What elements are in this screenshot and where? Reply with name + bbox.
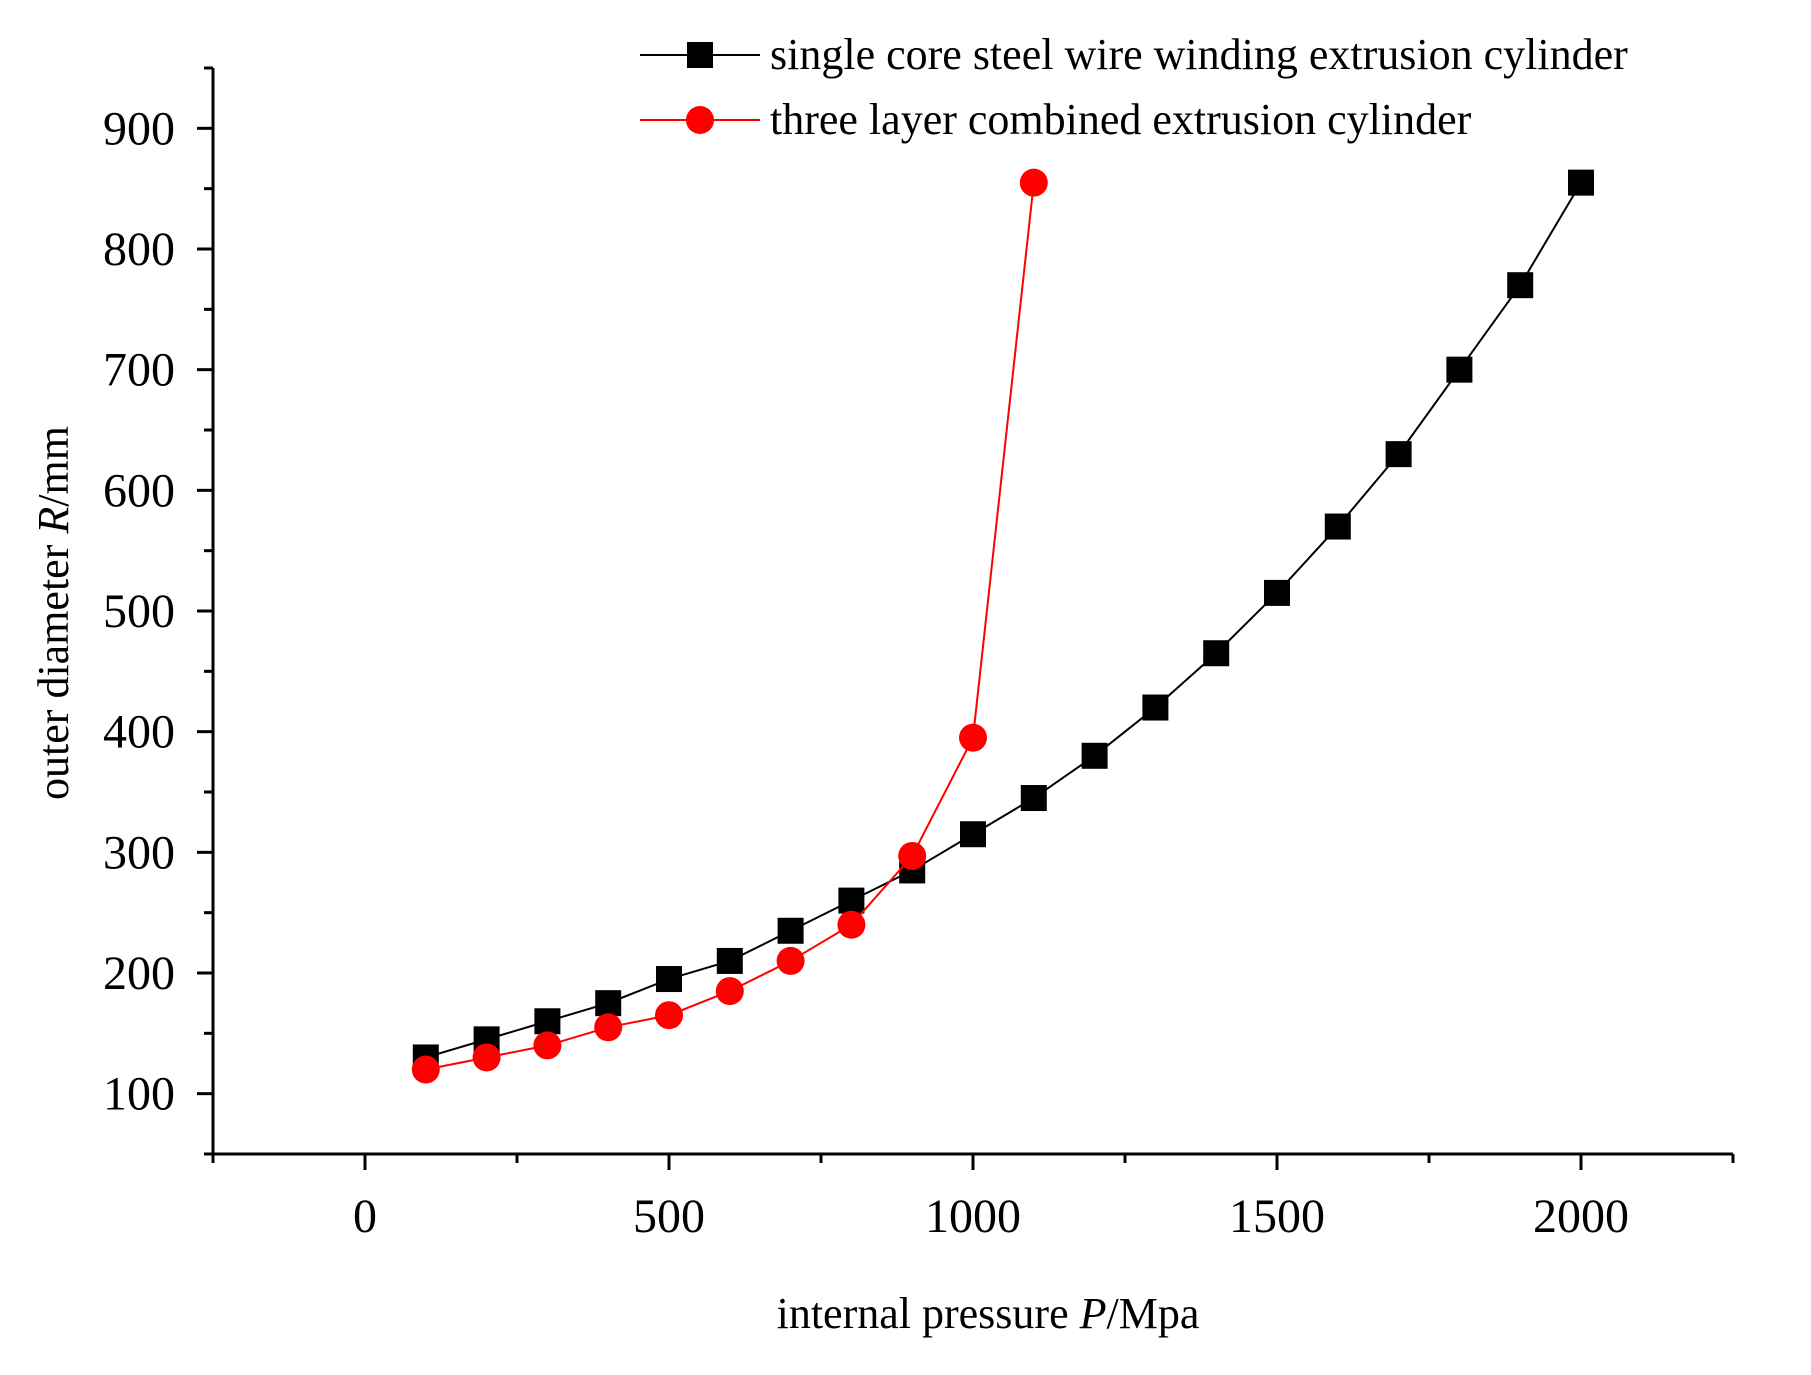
data-point-square [1507,272,1534,299]
y-tick-label: 900 [103,102,175,155]
series-1 [412,169,1594,1071]
y-tick-label: 200 [103,947,175,1000]
data-point-circle [411,1055,440,1084]
data-point-square [1568,169,1594,196]
data-point-square [960,821,986,848]
data-point-square [838,887,865,914]
data-point-square [534,1008,561,1035]
x-axis-title: internal pressure P/Mpa [777,1289,1200,1338]
y-tick-label: 600 [103,464,175,517]
series-layer [411,168,1594,1084]
data-point-circle [594,1013,623,1042]
data-point-square [656,966,682,993]
data-point-circle [533,1031,562,1060]
y-tick-label: 300 [103,826,175,879]
data-point-square [1385,441,1412,468]
data-point-square [1020,785,1047,812]
y-tick-label: 800 [103,223,175,276]
data-point-circle [837,910,866,939]
x-tick-label: 1000 [925,1190,1021,1243]
y-tick-label: 400 [103,706,175,759]
legend-item: three layer combined extrusion cylinder [640,95,1472,144]
y-tick-label: 100 [103,1068,175,1121]
data-point-circle [959,723,987,752]
x-tick-label: 1500 [1229,1190,1325,1243]
data-point-square [716,947,743,974]
data-point-square [1081,742,1108,769]
data-point-square [1264,579,1290,606]
y-tick-label: 700 [103,344,175,397]
legend-item: single core steel wire winding extrusion… [640,30,1628,79]
legend-label: three layer combined extrusion cylinder [770,95,1472,144]
data-point-circle [655,1001,683,1030]
series-line [425,182,1582,1059]
legend: single core steel wire winding extrusion… [640,30,1628,144]
data-point-square [1324,513,1351,540]
data-point-circle [898,841,927,870]
data-point-circle [776,946,805,975]
y-tick-label: 500 [103,585,175,638]
legend-marker-square [687,42,713,68]
data-point-circle [715,977,744,1006]
legend-marker-circle [686,106,714,134]
axes: 0 500 1000 1500 2000 100 200 300 400 500 600 700 800… [103,66,1735,1243]
data-point-circle [472,1043,501,1072]
series-line [425,182,1035,1071]
y-axis-title: outer diameter R/mm [29,426,78,800]
data-point-circle [1019,168,1048,197]
data-point-square [1142,694,1169,721]
data-point-square [1203,640,1230,667]
legend-label: single core steel wire winding extrusion… [770,30,1628,79]
data-point-square [777,917,804,944]
x-tick-label: 2000 [1533,1190,1629,1243]
x-tick-label: 0 [353,1190,377,1243]
series-2 [411,168,1048,1084]
data-point-square [1446,356,1473,383]
data-point-square [595,990,622,1017]
x-tick-label: 500 [633,1190,705,1243]
